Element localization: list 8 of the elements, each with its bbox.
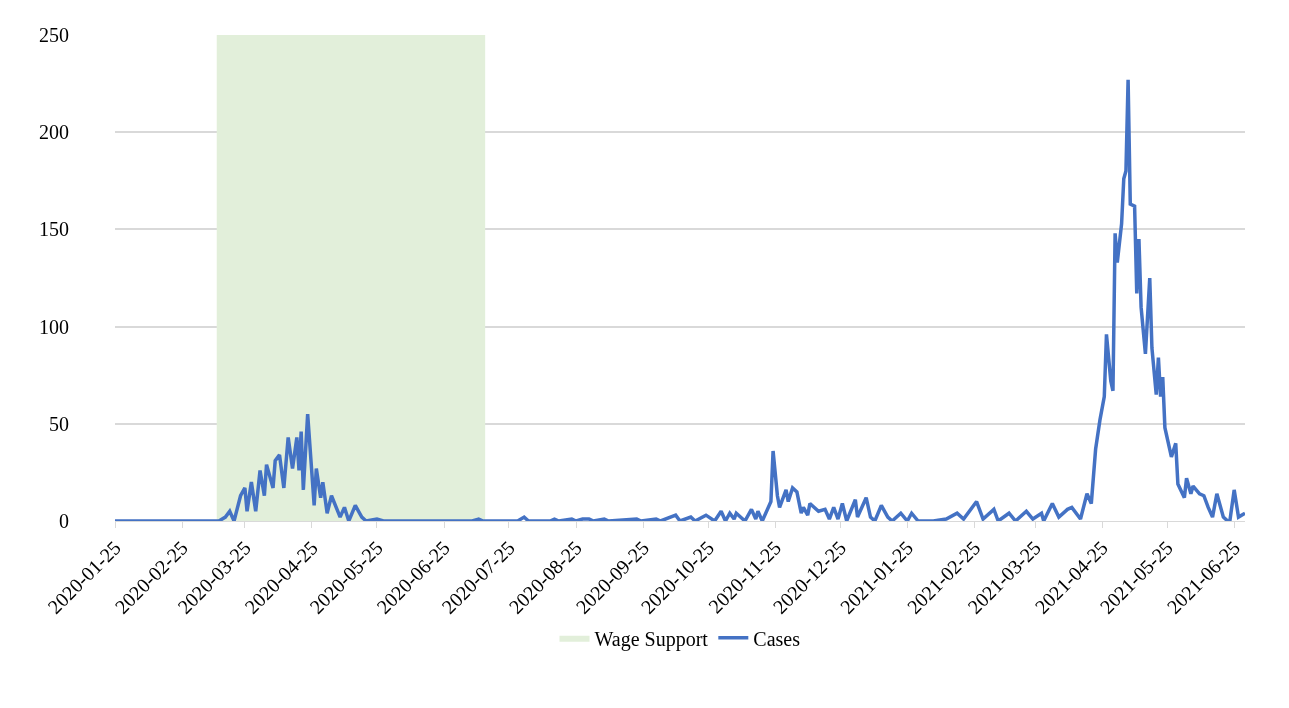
legend-label: Cases xyxy=(753,627,801,650)
y-tick-label: 0 xyxy=(59,510,69,532)
y-tick-label: 250 xyxy=(39,24,69,46)
legend-label: Wage Support xyxy=(594,627,709,651)
y-tick-label: 200 xyxy=(39,121,69,144)
y-tick-label: 50 xyxy=(49,412,69,435)
y-tick-label: 150 xyxy=(39,218,69,241)
y-tick-label: 100 xyxy=(39,315,69,338)
